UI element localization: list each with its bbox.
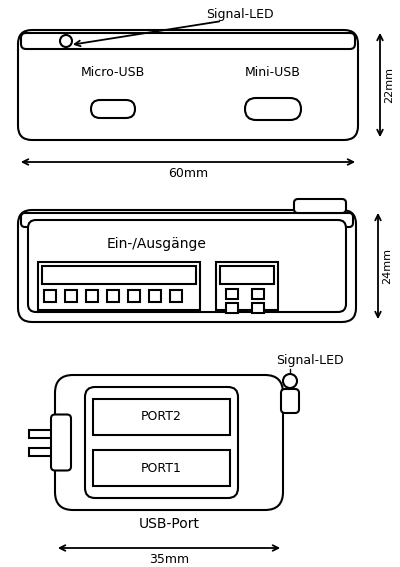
Bar xyxy=(226,303,238,313)
Text: Ein-/Ausgänge: Ein-/Ausgänge xyxy=(107,237,207,251)
Text: Signal-LED: Signal-LED xyxy=(276,354,344,367)
FancyBboxPatch shape xyxy=(85,387,238,498)
FancyBboxPatch shape xyxy=(28,220,346,312)
Text: 22mm: 22mm xyxy=(384,67,394,103)
FancyBboxPatch shape xyxy=(55,375,283,510)
Bar xyxy=(252,289,264,299)
Bar xyxy=(29,429,57,438)
FancyBboxPatch shape xyxy=(21,213,353,227)
FancyBboxPatch shape xyxy=(18,210,356,322)
Bar xyxy=(93,399,230,435)
Text: 60mm: 60mm xyxy=(168,167,208,180)
Bar xyxy=(44,290,56,302)
Bar xyxy=(86,290,98,302)
Bar xyxy=(107,290,119,302)
Circle shape xyxy=(283,374,297,388)
Circle shape xyxy=(60,35,72,47)
Bar xyxy=(149,290,161,302)
Bar xyxy=(220,266,274,284)
Bar xyxy=(38,262,200,310)
Bar xyxy=(226,289,238,299)
FancyBboxPatch shape xyxy=(91,100,135,118)
Text: Micro-USB: Micro-USB xyxy=(81,66,145,78)
Bar xyxy=(170,290,182,302)
Bar xyxy=(252,303,264,313)
FancyBboxPatch shape xyxy=(294,199,346,213)
Text: PORT1: PORT1 xyxy=(141,462,182,475)
FancyBboxPatch shape xyxy=(21,33,355,49)
FancyBboxPatch shape xyxy=(245,98,301,120)
FancyBboxPatch shape xyxy=(18,30,358,140)
Bar xyxy=(42,266,196,284)
Bar xyxy=(93,450,230,486)
Bar xyxy=(65,290,77,302)
Text: Signal-LED: Signal-LED xyxy=(206,8,274,21)
Text: PORT2: PORT2 xyxy=(141,411,182,424)
Text: USB-Port: USB-Port xyxy=(138,517,200,531)
FancyBboxPatch shape xyxy=(51,414,71,471)
Bar xyxy=(128,290,140,302)
Text: Mini-USB: Mini-USB xyxy=(245,66,301,78)
FancyBboxPatch shape xyxy=(281,389,299,413)
Text: 24mm: 24mm xyxy=(382,248,392,284)
Bar xyxy=(216,262,278,310)
Text: 35mm: 35mm xyxy=(149,553,189,566)
Bar xyxy=(29,447,57,455)
